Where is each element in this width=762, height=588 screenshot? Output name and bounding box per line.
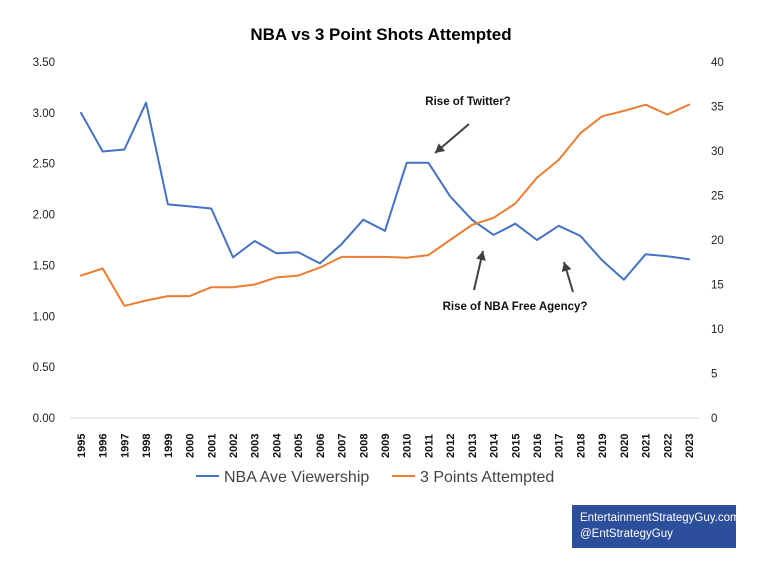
left-y-tick-label: 2.50 [33, 159, 55, 171]
chart-title: NBA vs 3 Point Shots Attempted [250, 25, 511, 44]
x-tick-label: 2004 [271, 433, 283, 458]
x-tick-label: 2009 [380, 434, 392, 458]
credit-box: EntertainmentStrategyGuy.com @EntStrateg… [572, 505, 740, 548]
x-tick-label: 2012 [445, 434, 457, 458]
annotation-arrowhead [435, 143, 446, 153]
x-tick-label: 2021 [641, 434, 653, 458]
x-tick-label: 2005 [293, 434, 305, 458]
x-tick-label: 2001 [206, 434, 218, 458]
right-y-tick-label: 35 [711, 102, 724, 114]
series-line [80, 103, 690, 307]
x-tick-label: 2002 [228, 434, 240, 458]
series-line [80, 101, 690, 281]
right-y-tick-label: 40 [711, 57, 724, 69]
x-tick-label: 2008 [358, 434, 370, 458]
left-y-tick-label: 0.00 [33, 413, 55, 425]
right-y-axis: 0 5 10 15 20 25 30 35 40 [711, 57, 724, 425]
left-y-tick-label: 1.50 [33, 260, 55, 272]
annotations: Rise of Twitter? Rise of NBA Free Agency? [425, 96, 587, 313]
right-y-tick-label: 0 [711, 413, 717, 425]
x-axis-ticks: 1995 1996 1997 1998 1999 2000 2001 2002 2003 2004… [76, 433, 696, 458]
legend: NBA Ave Viewership 3 Points Attempted [196, 469, 554, 486]
x-tick-label: 2019 [597, 434, 609, 458]
left-y-tick-label: 1.00 [33, 311, 55, 323]
left-y-tick-label: 2.00 [33, 210, 55, 222]
right-y-tick-label: 25 [711, 191, 724, 203]
x-tick-label: 1996 [98, 434, 110, 458]
right-y-tick-label: 30 [711, 146, 724, 158]
x-tick-label: 2000 [185, 434, 197, 458]
legend-label: NBA Ave Viewership [224, 469, 369, 486]
annotation-arrowhead [476, 251, 486, 261]
x-tick-label: 1999 [163, 434, 175, 458]
x-tick-label: 2018 [575, 434, 587, 458]
x-tick-label: 2020 [619, 434, 631, 458]
x-tick-label: 2016 [532, 434, 544, 458]
credit-handle: @EntStrategyGuy [580, 528, 673, 540]
legend-label: 3 Points Attempted [420, 469, 554, 486]
series-layer [80, 101, 690, 307]
right-y-tick-label: 20 [711, 235, 724, 247]
left-y-tick-label: 0.50 [33, 362, 55, 374]
credit-website: EntertainmentStrategyGuy.com [580, 512, 740, 524]
annotation-arrowhead [561, 262, 572, 273]
left-y-axis: 0.00 0.50 1.00 1.50 2.00 2.50 3.00 3.50 [33, 57, 55, 425]
x-tick-label: 1995 [76, 434, 88, 458]
annotation-label: Rise of Twitter? [425, 96, 510, 108]
x-tick-label: 2006 [315, 434, 327, 458]
left-y-tick-label: 3.50 [33, 57, 55, 69]
x-tick-label: 2013 [467, 434, 479, 458]
x-tick-label: 2007 [337, 434, 349, 458]
x-tick-label: 2003 [250, 434, 262, 458]
x-tick-label: 2010 [402, 434, 414, 458]
x-tick-label: 2022 [662, 434, 674, 458]
x-tick-label: 1997 [119, 434, 131, 458]
right-y-tick-label: 15 [711, 280, 724, 292]
right-y-tick-label: 5 [711, 369, 717, 381]
x-tick-label: 2011 [423, 434, 435, 458]
x-tick-label: 1998 [141, 434, 153, 458]
right-y-tick-label: 10 [711, 324, 724, 336]
x-tick-label: 2017 [554, 434, 566, 458]
annotation-label: Rise of NBA Free Agency? [443, 301, 588, 313]
x-tick-label: 2015 [510, 434, 522, 458]
x-tick-label: 2014 [489, 433, 501, 458]
x-tick-label: 2023 [684, 434, 696, 458]
left-y-tick-label: 3.00 [33, 108, 55, 120]
